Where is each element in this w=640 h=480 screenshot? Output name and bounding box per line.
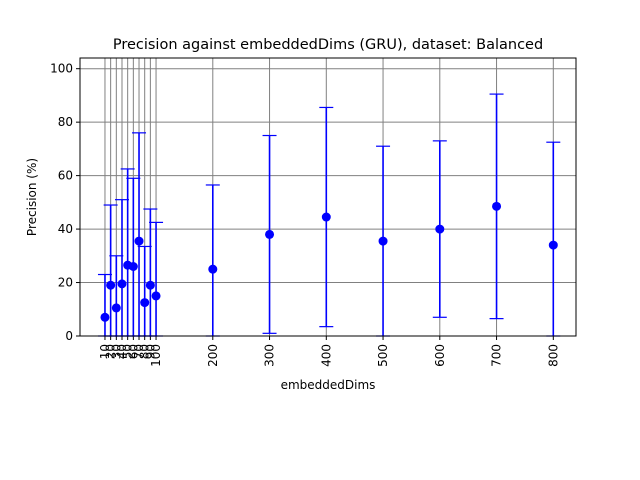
y-tick-label: 40: [58, 222, 73, 236]
x-tick-label: 90: [143, 344, 157, 359]
data-point: [435, 224, 445, 234]
x-tick-label: 20: [104, 344, 118, 359]
plot-area-frame: [79, 57, 577, 337]
data-point: [117, 279, 127, 289]
data-point: [208, 264, 218, 274]
x-axis-label: embeddedDims: [281, 378, 376, 392]
data-point: [134, 236, 144, 246]
x-tick-label: 200: [206, 344, 220, 367]
x-tick-label: 50: [121, 344, 135, 359]
x-tick-label: 400: [319, 344, 333, 367]
y-tick-label: 80: [58, 115, 73, 129]
y-axis-label: Precision (%): [25, 158, 39, 236]
x-tick-label: 70: [132, 344, 146, 359]
data-point: [100, 312, 110, 322]
x-tick-label: 10: [98, 344, 112, 359]
data-point: [145, 280, 155, 290]
data-point: [128, 262, 138, 271]
x-tick-label: 80: [138, 344, 152, 359]
y-tick-label: 100: [50, 62, 73, 76]
x-tick-label: 600: [433, 344, 447, 367]
data-point: [111, 303, 121, 313]
data-point: [106, 280, 116, 290]
y-tick-label: 60: [58, 169, 73, 183]
x-tick-label: 40: [115, 344, 129, 359]
x-tick-label: 800: [546, 344, 560, 367]
data-point: [548, 240, 558, 250]
x-tick-label: 300: [263, 344, 277, 367]
y-axis-ticks: 0 20 40 60 80 100: [50, 62, 80, 343]
chart-title: Precision against embeddedDims (GRU), da…: [113, 37, 543, 53]
y-tick-label: 20: [58, 276, 73, 290]
x-tick-label: 30: [109, 344, 123, 359]
x-tick-label: 700: [490, 344, 504, 367]
y-tick-label: 0: [65, 329, 73, 343]
x-tick-label: 100: [149, 344, 163, 367]
data-point: [492, 201, 502, 211]
x-tick-label: 60: [126, 344, 140, 359]
data-points: [100, 201, 558, 322]
x-tick-label: 500: [376, 344, 390, 367]
data-point: [265, 229, 275, 239]
data-point: [321, 212, 331, 222]
data-point: [151, 291, 161, 301]
data-point: [140, 298, 150, 308]
data-point: [378, 236, 388, 246]
